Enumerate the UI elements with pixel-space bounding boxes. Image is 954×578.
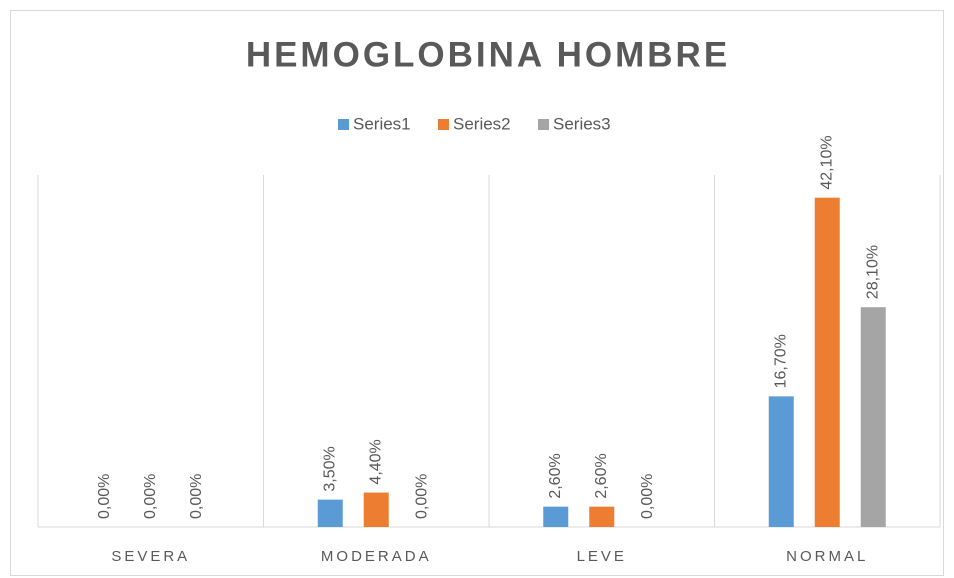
data-label: 0,00%: [413, 474, 430, 519]
legend-swatch: [538, 119, 549, 130]
bar: [543, 506, 569, 527]
data-label: 0,00%: [96, 474, 113, 519]
x-tick-label: LEVE: [577, 548, 627, 565]
legend-swatch: [338, 119, 349, 130]
bar: [860, 307, 886, 527]
bar: [589, 506, 615, 527]
x-tick-label: SEVERA: [111, 548, 190, 565]
x-tick-label: NORMAL: [786, 548, 868, 565]
legend-label: Series1: [353, 114, 411, 133]
data-label: 0,00%: [188, 474, 205, 519]
data-label: 4,40%: [367, 439, 384, 484]
data-label: 0,00%: [639, 474, 656, 519]
data-label: 3,50%: [321, 446, 338, 491]
x-tick-label: MODERADA: [321, 548, 432, 565]
data-label: 28,10%: [864, 245, 881, 299]
data-label: 2,60%: [547, 453, 564, 498]
chart-title: HEMOGLOBINA HOMBRE: [246, 35, 730, 74]
data-label: 0,00%: [142, 474, 159, 519]
bar: [317, 499, 343, 527]
bar: [814, 197, 840, 527]
data-label: 42,10%: [818, 135, 835, 189]
legend-label: Series3: [553, 114, 611, 133]
data-label: 2,60%: [593, 453, 610, 498]
data-label: 16,70%: [772, 334, 789, 388]
bar: [768, 396, 794, 527]
legend-label: Series2: [453, 114, 511, 133]
bar: [363, 492, 389, 527]
legend-swatch: [438, 119, 449, 130]
